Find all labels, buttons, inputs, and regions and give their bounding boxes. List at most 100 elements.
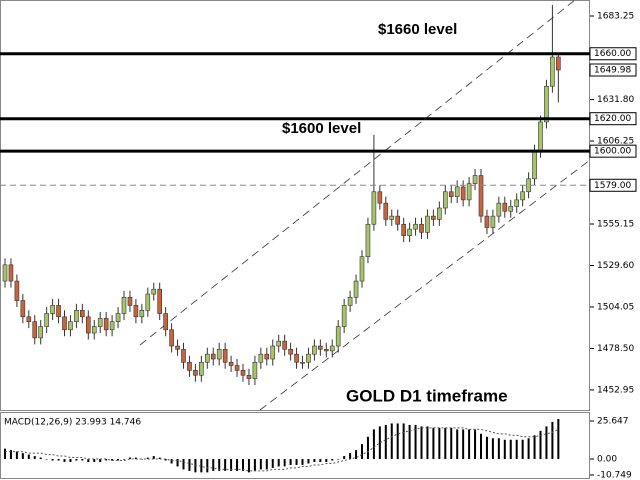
candle-body	[437, 207, 442, 220]
candle-body	[335, 326, 341, 347]
candle-body	[187, 361, 192, 371]
candle-body	[252, 361, 258, 379]
y-tick-label: -10.749	[597, 470, 632, 480]
macd-bar	[4, 448, 6, 460]
candle-body	[62, 316, 67, 331]
price-label: 1649.98	[594, 66, 631, 76]
macd-bar	[33, 456, 36, 460]
macd-bar	[188, 459, 191, 471]
macd-bar	[140, 459, 143, 460]
candle-body	[329, 345, 335, 352]
candle-body	[383, 202, 389, 220]
candle-body	[8, 264, 14, 282]
candle-body	[312, 345, 317, 355]
macd-bar	[319, 459, 322, 462]
y-tick-label: 1606.25	[597, 137, 634, 147]
candle-body	[32, 321, 38, 339]
candle-body	[20, 300, 26, 318]
candle-body	[68, 321, 73, 331]
macd-bar	[63, 459, 66, 462]
macd-bar	[325, 459, 328, 462]
macd-bar	[75, 459, 78, 461]
macd-bar	[69, 459, 72, 462]
macd-bar	[259, 459, 262, 470]
level-label-box	[589, 144, 637, 158]
candle-body	[169, 329, 174, 347]
y-tick-label: 1478.50	[597, 344, 634, 354]
macd-bar	[485, 436, 488, 460]
candle-body	[419, 223, 424, 233]
macd-bar	[355, 450, 358, 460]
macd-bar	[337, 459, 340, 460]
macd-bar	[491, 438, 494, 460]
macd-bar	[182, 459, 185, 470]
macd-bar	[247, 459, 250, 473]
candle-body	[472, 175, 478, 184]
macd-bar	[93, 459, 96, 462]
macd-bar	[170, 459, 173, 464]
candle-body	[44, 313, 49, 327]
candle-body	[270, 345, 276, 360]
macd-title: MACD(12,26,9) 23.993 14.746	[4, 418, 141, 428]
macd-bar	[521, 439, 524, 460]
candle-body	[550, 56, 555, 87]
candle-body	[163, 313, 168, 331]
plot-layer	[2, 5, 561, 385]
candle-body	[175, 345, 180, 350]
candle-body	[544, 85, 549, 123]
candle-body	[514, 199, 520, 207]
candle-body	[145, 293, 151, 311]
macd-bar	[551, 421, 554, 460]
annotation: $1600 level	[282, 120, 361, 137]
macd-bar	[176, 459, 179, 467]
macd-frame	[0, 412, 590, 479]
candle-body	[448, 191, 454, 197]
macd-bar	[242, 459, 244, 471]
candle-body	[205, 353, 210, 363]
candle-body	[431, 215, 436, 220]
macd-bar	[420, 426, 423, 460]
candle-body	[282, 340, 287, 350]
candle-body	[300, 361, 305, 364]
macd-bar	[134, 457, 137, 460]
candle-body	[210, 353, 216, 360]
macd-bar	[45, 459, 48, 460]
candle-body	[115, 313, 121, 322]
candle-body	[97, 318, 103, 327]
y-tick-label: 25.647	[597, 417, 629, 427]
macd-bar	[289, 459, 292, 465]
macd-bar	[509, 439, 512, 460]
macd-bar	[283, 459, 286, 467]
candle-body	[127, 297, 133, 306]
candle-body	[109, 321, 115, 331]
candle-body	[14, 280, 20, 301]
channel-lower	[259, 159, 591, 411]
candle-body	[294, 353, 299, 363]
macd-bar	[301, 459, 304, 465]
candle-body	[502, 202, 508, 212]
candle-body	[538, 121, 543, 152]
macd-bar	[515, 439, 518, 460]
price-frame	[0, 0, 590, 411]
macd-bar	[194, 459, 197, 473]
macd-bar	[271, 459, 274, 468]
candle-body	[425, 215, 430, 233]
macd-bar	[426, 426, 429, 460]
macd-bar	[123, 459, 125, 460]
macd-bar	[378, 426, 381, 460]
macd-bar	[384, 424, 387, 460]
macd-bar	[111, 459, 114, 461]
y-tick-label: 1529.60	[597, 261, 634, 271]
macd-bar	[230, 459, 233, 471]
macd-bar	[295, 459, 298, 465]
candle-body	[407, 228, 412, 236]
annotation: GOLD D1 timeframe	[346, 386, 508, 405]
macd-bar	[9, 450, 12, 460]
level-label-box	[589, 47, 637, 61]
macd-bar	[545, 426, 548, 460]
candle-body	[347, 297, 353, 306]
macd-bar	[361, 444, 363, 460]
macd-bar	[539, 430, 542, 460]
macd-bar	[432, 427, 435, 460]
candle-body	[151, 288, 157, 295]
